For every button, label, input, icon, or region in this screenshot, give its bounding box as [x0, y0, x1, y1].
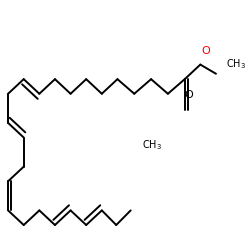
Text: CH$_3$: CH$_3$ [226, 57, 246, 71]
Text: O: O [201, 46, 210, 56]
Text: O: O [184, 90, 193, 100]
Text: CH$_3$: CH$_3$ [142, 138, 162, 152]
